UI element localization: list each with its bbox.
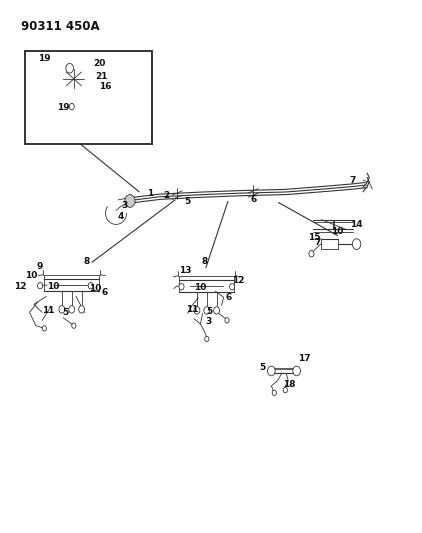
Circle shape — [214, 306, 219, 314]
Circle shape — [205, 336, 209, 342]
Text: 5: 5 — [185, 197, 191, 206]
Circle shape — [293, 366, 300, 376]
Circle shape — [204, 306, 210, 314]
Circle shape — [72, 323, 76, 328]
Text: 6: 6 — [226, 293, 232, 302]
Text: 4: 4 — [117, 212, 124, 221]
Circle shape — [66, 63, 73, 73]
Circle shape — [78, 305, 84, 313]
Circle shape — [272, 390, 276, 395]
Text: 5: 5 — [206, 308, 212, 316]
Text: 10: 10 — [46, 282, 59, 291]
Text: 6: 6 — [250, 195, 256, 204]
Text: 3: 3 — [122, 201, 127, 210]
Text: 12: 12 — [232, 276, 245, 285]
Text: 5: 5 — [260, 363, 265, 372]
Circle shape — [42, 326, 46, 331]
Circle shape — [309, 251, 314, 257]
Text: 90311 450A: 90311 450A — [21, 20, 100, 33]
Circle shape — [268, 366, 275, 376]
Circle shape — [69, 305, 75, 313]
Circle shape — [230, 284, 235, 290]
Text: 9: 9 — [37, 262, 43, 271]
Circle shape — [179, 284, 184, 290]
Text: 12: 12 — [14, 282, 27, 291]
Text: 10: 10 — [24, 271, 37, 279]
Text: 17: 17 — [298, 354, 311, 362]
Text: 10: 10 — [89, 285, 101, 293]
Text: 11: 11 — [186, 305, 198, 313]
Circle shape — [194, 306, 200, 314]
Circle shape — [125, 195, 135, 207]
Text: 6: 6 — [102, 288, 108, 296]
Bar — [25, 51, 152, 144]
Circle shape — [88, 282, 93, 289]
Text: 1: 1 — [147, 189, 153, 198]
Text: 21: 21 — [95, 72, 108, 81]
Text: 2: 2 — [164, 191, 170, 200]
Text: 8: 8 — [202, 257, 208, 265]
Circle shape — [69, 103, 74, 110]
Text: 20: 20 — [93, 59, 105, 68]
Circle shape — [59, 305, 65, 313]
Text: 14: 14 — [350, 221, 363, 229]
Text: 19: 19 — [38, 54, 51, 63]
Text: 10: 10 — [194, 284, 207, 292]
Circle shape — [38, 282, 43, 289]
Text: 10: 10 — [331, 228, 344, 236]
Circle shape — [352, 239, 361, 249]
Text: 16: 16 — [99, 82, 112, 91]
Text: 3: 3 — [206, 317, 212, 326]
Text: 15: 15 — [308, 233, 321, 242]
Text: 7: 7 — [349, 176, 356, 185]
Circle shape — [225, 318, 229, 323]
Text: 18: 18 — [283, 381, 295, 389]
Text: 13: 13 — [179, 266, 192, 275]
Text: 11: 11 — [42, 306, 55, 314]
Circle shape — [283, 387, 287, 393]
Text: 5: 5 — [62, 309, 68, 317]
Text: 8: 8 — [84, 257, 89, 265]
Text: 19: 19 — [57, 103, 70, 112]
Text: 7: 7 — [314, 238, 321, 247]
